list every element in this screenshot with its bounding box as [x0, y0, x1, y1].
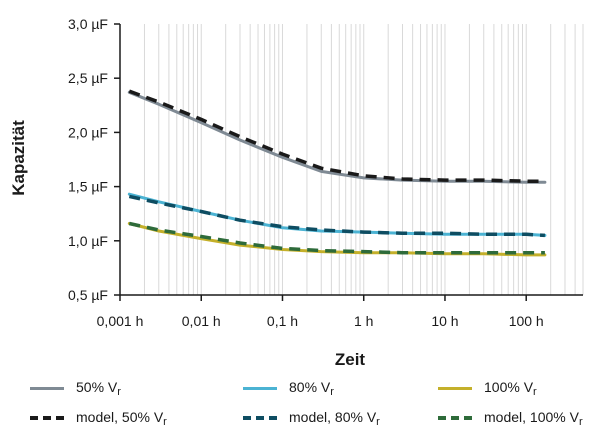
legend-item: 100% Vr [438, 377, 537, 399]
series-line-6 [128, 221, 545, 255]
series-line-3 [127, 222, 547, 257]
legend-swatch [30, 416, 64, 420]
legend-label: 100% Vr [484, 378, 537, 398]
x-tick-label: 100 h [509, 313, 544, 329]
capacitance-chart: 0,5 µF 1,0 µF 1,5 µF 2,0 µF 2,5 µF 3,0 µF 0,00… [9, 16, 584, 369]
y-tick-label: 3,0 µF [68, 16, 108, 32]
legend-item: model, 80% Vr [243, 407, 380, 429]
x-tick-label: 1 h [354, 313, 373, 329]
y-tick-label: 1,0 µF [68, 233, 108, 249]
legend-item: 50% Vr [30, 377, 121, 399]
legend-label: model, 80% Vr [289, 408, 380, 428]
legend-label: model, 50% Vr [76, 408, 167, 428]
x-tick-label: 0,01 h [182, 313, 221, 329]
legend-item: model, 100% Vr [438, 407, 583, 429]
y-tick-label: 2,0 µF [68, 124, 108, 140]
legend-item: model, 50% Vr [30, 407, 167, 429]
series-line-4 [128, 89, 545, 183]
y-tick-label: 0,5 µF [68, 287, 108, 303]
x-tick-label: 10 h [431, 313, 458, 329]
y-tick-label: 2,5 µF [68, 70, 108, 86]
legend-label: model, 100% Vr [484, 408, 583, 428]
legend-swatch [243, 416, 277, 420]
legend: 50% Vr 80% Vr 100% Vr model, 50% Vr model, 8… [0, 378, 605, 440]
x-tick-label: 0,1 h [267, 313, 298, 329]
legend-swatch [30, 386, 64, 390]
y-axis-label: Kapazität [9, 120, 28, 196]
legend-swatch [243, 386, 277, 390]
legend-swatch [438, 386, 472, 390]
series-line-1 [127, 90, 547, 184]
legend-label: 50% Vr [76, 378, 121, 398]
tick-labels: 0,5 µF 1,0 µF 1,5 µF 2,0 µF 2,5 µF 3,0 µF 0,00… [68, 16, 544, 329]
y-tick-label: 1,5 µF [68, 179, 108, 195]
x-axis-label: Zeit [335, 350, 366, 369]
series-line-5 [128, 194, 546, 238]
axes [114, 23, 583, 301]
legend-swatch [438, 416, 472, 420]
series-line-2 [127, 192, 547, 237]
grid-lines [119, 24, 584, 295]
x-tick-label: 0,001 h [97, 313, 144, 329]
legend-item: 80% Vr [243, 377, 334, 399]
series-layer [127, 89, 547, 257]
legend-label: 80% Vr [289, 378, 334, 398]
